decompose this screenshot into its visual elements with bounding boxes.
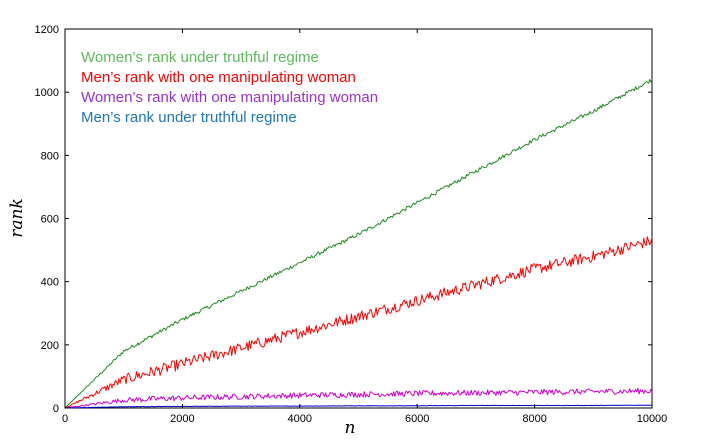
x-tick-label: 8000 <box>522 413 546 425</box>
series-line-1 <box>64 78 653 409</box>
x-tick-label: 10000 <box>637 413 668 425</box>
y-tick-label: 1200 <box>35 24 59 36</box>
legend-entry-3: Women’s rank with one manipulating woman <box>81 89 378 106</box>
x-tick-label: 2000 <box>170 413 194 425</box>
series-line-2 <box>64 236 653 409</box>
y-tick-label: 600 <box>41 214 59 226</box>
plot-area <box>64 28 653 409</box>
legend-entry-2: Men’s rank with one manipulating woman <box>81 69 356 86</box>
x-axis-title: n <box>345 418 356 438</box>
legend-entry-1: Women’s rank under truthful regime <box>81 49 319 66</box>
x-tick-label: 6000 <box>405 413 429 425</box>
legend: Women’s rank under truthful regime Men’s … <box>81 49 378 126</box>
y-tick-label: 400 <box>41 277 59 289</box>
y-axis-title: rank <box>7 198 27 238</box>
legend-entry-4: Men’s rank under truthful regime <box>81 109 297 126</box>
y-tick-label: 200 <box>41 340 59 352</box>
y-tick-label: 0 <box>53 403 59 415</box>
series-layer <box>64 78 653 409</box>
x-tick-label: 4000 <box>288 413 312 425</box>
ticks-layer: 0 2000 4000 6000 8000 10000 0 200 400 600 800 1000 1… <box>35 24 668 425</box>
y-tick-label: 800 <box>41 150 59 162</box>
x-tick-label: 0 <box>62 413 68 425</box>
series-line-3 <box>64 387 653 409</box>
y-tick-label: 1000 <box>35 87 59 99</box>
series-line-4 <box>64 404 653 409</box>
